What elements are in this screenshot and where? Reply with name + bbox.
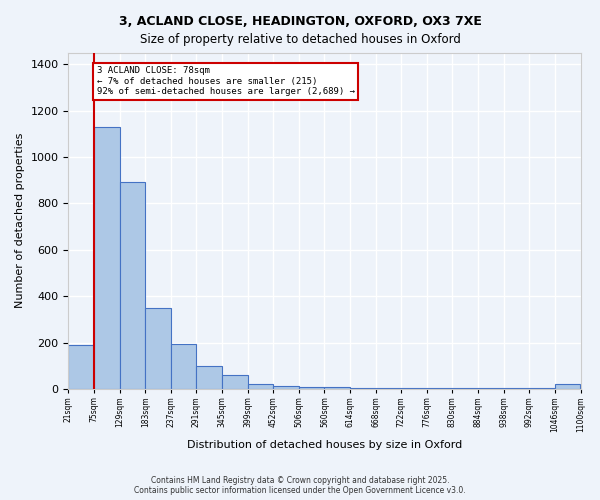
Bar — [401, 388, 427, 389]
Bar — [376, 388, 401, 389]
Bar — [196, 366, 222, 389]
Y-axis label: Number of detached properties: Number of detached properties — [15, 133, 25, 308]
Bar — [452, 388, 478, 389]
Bar — [478, 388, 503, 389]
Text: 3 ACLAND CLOSE: 78sqm
← 7% of detached houses are smaller (215)
92% of semi-deta: 3 ACLAND CLOSE: 78sqm ← 7% of detached h… — [97, 66, 355, 96]
Bar — [94, 127, 119, 389]
X-axis label: Distribution of detached houses by size in Oxford: Distribution of detached houses by size … — [187, 440, 462, 450]
Bar — [145, 308, 171, 389]
Bar — [503, 388, 529, 389]
Bar — [299, 387, 325, 389]
Bar — [529, 388, 555, 389]
Bar — [273, 386, 299, 389]
Bar — [119, 182, 145, 389]
Bar — [171, 344, 196, 389]
Text: Size of property relative to detached houses in Oxford: Size of property relative to detached ho… — [140, 32, 460, 46]
Text: Contains HM Land Registry data © Crown copyright and database right 2025.
Contai: Contains HM Land Registry data © Crown c… — [134, 476, 466, 495]
Bar — [325, 387, 350, 389]
Bar — [350, 388, 376, 389]
Bar — [68, 345, 94, 389]
Bar — [555, 384, 580, 389]
Bar — [248, 384, 273, 389]
Bar — [427, 388, 452, 389]
Bar — [222, 375, 248, 389]
Text: 3, ACLAND CLOSE, HEADINGTON, OXFORD, OX3 7XE: 3, ACLAND CLOSE, HEADINGTON, OXFORD, OX3… — [119, 15, 481, 28]
